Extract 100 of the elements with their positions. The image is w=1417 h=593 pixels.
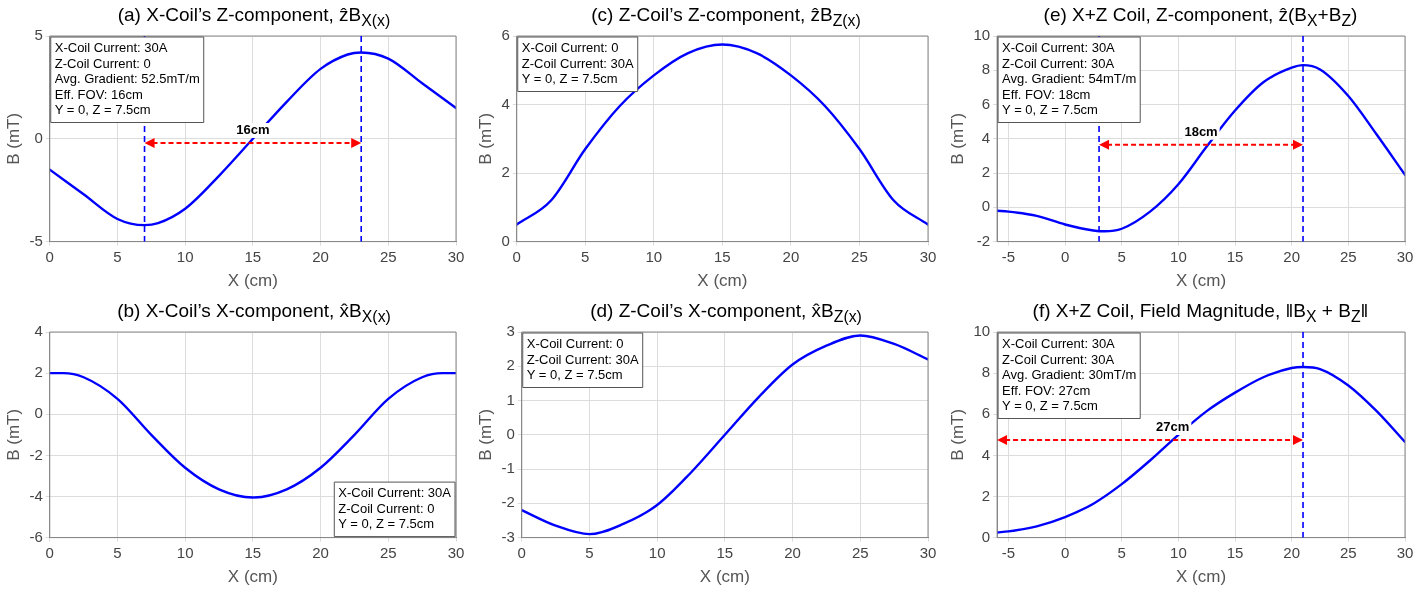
x-axis-title: X (cm) bbox=[1176, 567, 1227, 587]
y-tick-label: 0 bbox=[34, 128, 43, 146]
x-tick-label: 30 bbox=[1396, 543, 1414, 561]
y-tick-label: 3 bbox=[506, 322, 515, 340]
y-tick-label: 0 bbox=[501, 231, 510, 249]
y-tick-label: 4 bbox=[501, 94, 510, 112]
y-tick-label: 4 bbox=[981, 445, 991, 463]
y-tick-label: -2 bbox=[29, 445, 43, 463]
annotation: X-Coil Current: 0 Z-Coil Current: 30A Y = 0, Z = 7.5cm bbox=[526, 336, 640, 383]
x-tick-label: 15 bbox=[716, 543, 734, 561]
annotation: 18cm bbox=[1184, 123, 1218, 139]
x-tick-label: 15 bbox=[714, 247, 731, 265]
x-tick-label: 20 bbox=[1283, 543, 1301, 561]
x-tick-label: 15 bbox=[244, 247, 262, 265]
x-tick-label: 20 bbox=[782, 247, 800, 265]
y-axis-title: B (mT) bbox=[475, 408, 495, 461]
x-tick-label: 10 bbox=[645, 247, 663, 265]
x-tick-label: 10 bbox=[1170, 247, 1187, 265]
x-tick-label: -5 bbox=[1001, 247, 1016, 265]
chart-title: (f) X+Z Coil, Field Magnitude, ‖B$_{X}$ + B$_{Z}$‖ bbox=[1031, 300, 1370, 326]
x-tick-label: 5 bbox=[1117, 543, 1126, 561]
y-tick-label: 1 bbox=[506, 390, 515, 408]
x-axis-title: X (cm) bbox=[227, 567, 278, 587]
x-tick-label: 0 bbox=[45, 247, 54, 265]
y-tick-label: 0 bbox=[34, 404, 43, 422]
x-tick-label: 30 bbox=[919, 543, 937, 561]
x-axis-title: X (cm) bbox=[699, 567, 750, 587]
x-tick-label: 25 bbox=[1340, 247, 1357, 265]
x-tick-label: 30 bbox=[1396, 247, 1414, 265]
x-tick-label: 30 bbox=[447, 543, 465, 561]
x-tick-label: 5 bbox=[113, 543, 122, 561]
x-tick-label: 25 bbox=[379, 543, 397, 561]
x-tick-label: 25 bbox=[1340, 543, 1357, 561]
y-axis-title: B (mT) bbox=[947, 112, 967, 165]
y-tick-label: 0 bbox=[981, 527, 991, 545]
y-tick-label: 4 bbox=[34, 322, 43, 340]
x-tick-label: 5 bbox=[1117, 247, 1126, 265]
x-tick-label: 0 bbox=[1060, 247, 1070, 265]
x-tick-label: 25 bbox=[379, 247, 397, 265]
x-tick-label: 10 bbox=[176, 247, 194, 265]
y-tick-label: 2 bbox=[981, 486, 991, 504]
x-tick-label: 15 bbox=[1226, 543, 1244, 561]
chart-title: (e) X+Z Coil, Z-component, ẑ(B$_{X}$+B$_{Z}$) bbox=[1042, 4, 1359, 30]
y-tick-label: 2 bbox=[34, 363, 43, 381]
x-tick-label: 20 bbox=[1283, 247, 1301, 265]
line-series bbox=[516, 43, 928, 226]
x-tick-label: 10 bbox=[176, 543, 194, 561]
y-tick-label: 4 bbox=[981, 128, 991, 146]
x-tick-label: 5 bbox=[585, 543, 594, 561]
x-tick-label: 25 bbox=[851, 543, 869, 561]
annotation: 27cm bbox=[1156, 419, 1190, 435]
y-tick-label: -4 bbox=[29, 486, 43, 504]
x-tick-label: -5 bbox=[1001, 543, 1016, 561]
y-tick-label: 6 bbox=[981, 404, 991, 422]
annotation: X-Coil Current: 0 Z-Coil Current: 30A Y = 0, Z = 7.5cm bbox=[521, 40, 635, 87]
y-tick-label: -5 bbox=[29, 231, 43, 249]
y-tick-label: 2 bbox=[506, 356, 515, 374]
y-tick-label: -2 bbox=[501, 493, 515, 511]
x-tick-label: 30 bbox=[447, 247, 465, 265]
y-tick-label: 0 bbox=[981, 197, 991, 215]
y-axis-title: B (mT) bbox=[475, 112, 495, 165]
annotation: X-Coil Current: 30A Z-Coil Current: 30A Avg. Gradient: 30mT/m Eff. FOV: 27cm Y = 0, Z = 7.5cm bbox=[1002, 336, 1137, 414]
x-tick-label: 15 bbox=[1226, 247, 1244, 265]
x-tick-label: 30 bbox=[919, 247, 937, 265]
y-tick-label: 6 bbox=[981, 94, 991, 112]
x-tick-label: 5 bbox=[581, 247, 590, 265]
x-tick-label: 25 bbox=[851, 247, 868, 265]
y-tick-label: 2 bbox=[501, 163, 510, 181]
chart-title: (d) Z-Coil’s X-component, x̂B$_{Z(x)}$ bbox=[589, 300, 863, 326]
x-axis-title: X (cm) bbox=[227, 271, 278, 291]
x-tick-label: 10 bbox=[1170, 543, 1187, 561]
x-tick-label: 15 bbox=[244, 543, 262, 561]
y-tick-label: -6 bbox=[29, 527, 43, 545]
y-axis-title: B (mT) bbox=[3, 112, 23, 165]
y-tick-label: 8 bbox=[981, 60, 991, 78]
x-tick-label: 20 bbox=[784, 543, 801, 561]
y-tick-label: 2 bbox=[981, 163, 991, 181]
x-axis-title: X (cm) bbox=[1176, 271, 1227, 291]
annotation: 16cm bbox=[236, 121, 270, 137]
x-tick-label: 0 bbox=[1060, 543, 1070, 561]
annotation: X-Coil Current: 30A Z-Coil Current: 30A Avg. Gradient: 54mT/m Eff. FOV: 18cm Y = 0, Z = 7.5cm bbox=[1002, 40, 1137, 118]
y-tick-label: 10 bbox=[973, 322, 991, 340]
chart-title: (c) Z-Coil’s Z-component, ẑB$_{Z(x)}$ bbox=[590, 4, 862, 30]
annotation: X-Coil Current: 30A Z-Coil Current: 0 Y = 0, Z = 7.5cm bbox=[338, 485, 452, 532]
y-tick-label: 8 bbox=[981, 363, 991, 381]
y-tick-label: -2 bbox=[976, 231, 991, 249]
x-tick-label: 20 bbox=[312, 543, 329, 561]
x-tick-label: 0 bbox=[517, 543, 526, 561]
y-tick-label: 6 bbox=[501, 26, 510, 44]
x-tick-label: 0 bbox=[45, 543, 54, 561]
chart-title: (a) X-Coil’s Z-component, ẑB$_{X(x)}$ bbox=[116, 4, 392, 30]
x-tick-label: 5 bbox=[113, 247, 122, 265]
y-tick-label: 5 bbox=[34, 26, 43, 44]
y-tick-label: 0 bbox=[506, 424, 515, 442]
y-axis-title: B (mT) bbox=[3, 408, 23, 461]
x-axis-title: X (cm) bbox=[697, 271, 748, 291]
line-series bbox=[49, 371, 456, 499]
annotation: X-Coil Current: 30A Z-Coil Current: 0 Avg. Gradient: 52.5mT/m Eff. FOV: 16cm Y = 0, Z = 7.5cm bbox=[54, 40, 200, 118]
chart-title: (b) X-Coil’s X-component, x̂B$_{X(x)}$ bbox=[116, 300, 392, 326]
y-tick-label: -3 bbox=[501, 527, 515, 545]
